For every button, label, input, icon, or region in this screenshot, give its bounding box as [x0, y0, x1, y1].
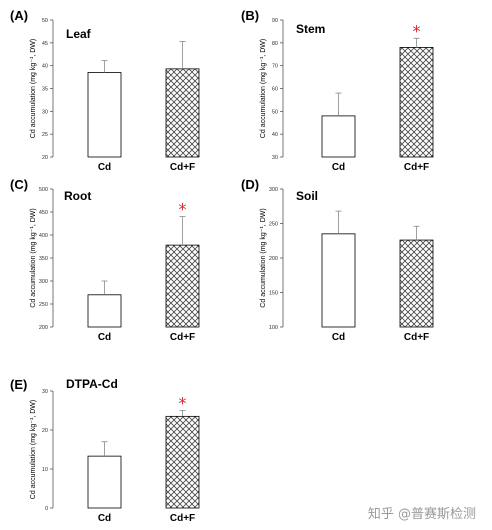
- y-tick-label: 200: [39, 325, 48, 331]
- y-tick-label: 50: [42, 18, 48, 24]
- significance-asterisk: *: [413, 21, 421, 40]
- panel-label: (C): [10, 177, 28, 192]
- y-tick-label: 30: [42, 109, 48, 115]
- bar-cd-plus-f: [165, 68, 200, 158]
- x-category-label: Cd: [98, 513, 111, 524]
- y-tick-label: 35: [42, 87, 48, 93]
- bar-cd: [321, 233, 356, 328]
- significance-asterisk: *: [179, 394, 187, 413]
- panel-title: DTPA-Cd: [66, 377, 118, 391]
- bar-cd-plus-f: [399, 239, 434, 328]
- y-tick-label: 400: [39, 233, 48, 239]
- significance-asterisk: *: [179, 200, 187, 219]
- y-tick-label: 150: [269, 291, 278, 297]
- y-tick-label: 70: [272, 64, 278, 70]
- x-category-label: Cd+F: [404, 162, 429, 173]
- y-tick-label: 80: [272, 41, 278, 47]
- y-tick-label: 500: [39, 187, 48, 193]
- bar-cd: [321, 115, 356, 158]
- x-category-label: Cd: [332, 332, 345, 343]
- y-tick-label: 20: [42, 428, 48, 434]
- x-category-label: Cd+F: [170, 513, 195, 524]
- y-axis-title: Cd accumulation (mg kg⁻¹, DW): [260, 39, 267, 138]
- y-tick-label: 30: [42, 389, 48, 395]
- bar-cd-plus-f: [165, 244, 200, 328]
- y-tick-label: 300: [39, 279, 48, 285]
- chart-panel-5: (E) DTPA-Cd 0 10 20 30 Cd accumulation (mg kg⁻…: [10, 377, 200, 524]
- y-axis-title: Cd accumulation (mg kg⁻¹, DW): [260, 208, 267, 307]
- y-axis-title: Cd accumulation (mg kg⁻¹, DW): [30, 208, 37, 307]
- x-category-label: Cd: [98, 332, 111, 343]
- y-tick-label: 40: [42, 64, 48, 70]
- y-tick-label: 40: [272, 132, 278, 138]
- y-tick-label: 450: [39, 210, 48, 216]
- watermark-text: 知乎 @普赛斯检测: [367, 507, 476, 522]
- panel-title: Stem: [296, 22, 325, 36]
- y-tick-label: 10: [42, 467, 48, 473]
- y-tick-label: 100: [269, 325, 278, 331]
- bar-cd: [87, 455, 122, 509]
- y-tick-label: 25: [42, 132, 48, 138]
- x-category-label: Cd+F: [170, 332, 195, 343]
- x-category-label: Cd: [332, 162, 345, 173]
- panel-title: Leaf: [66, 27, 92, 41]
- y-tick-label: 60: [272, 87, 278, 93]
- panel-title: Soil: [296, 189, 318, 203]
- bar-cd: [87, 72, 122, 158]
- y-tick-label: 250: [39, 302, 48, 308]
- y-axis-title: Cd accumulation (mg kg⁻¹, DW): [30, 400, 37, 499]
- y-tick-label: 0: [45, 506, 48, 512]
- chart-panel-1: (A) Leaf 20 25 30 35 40 45 50 Cd accumulation (mg…: [10, 8, 200, 173]
- y-tick-label: 50: [272, 109, 278, 115]
- y-tick-label: 200: [269, 256, 278, 262]
- bar-cd-plus-f: [165, 415, 200, 509]
- y-axis-title: Cd accumulation (mg kg⁻¹, DW): [30, 39, 37, 138]
- panel-label: (B): [241, 8, 259, 23]
- y-tick-label: 300: [269, 187, 278, 193]
- panel-label: (D): [241, 177, 259, 192]
- chart-panel-4: (D) Soil 100 150 200 250 300 Cd accumulation (m…: [241, 177, 434, 343]
- y-tick-label: 250: [269, 222, 278, 228]
- y-tick-label: 350: [39, 256, 48, 262]
- panel-label: (E): [10, 377, 27, 392]
- y-tick-label: 45: [42, 41, 48, 47]
- y-tick-label: 90: [272, 18, 278, 24]
- chart-panel-3: (C) Root 200 250 300 350 400 450 500 Cd accumulat…: [10, 177, 200, 343]
- x-category-label: Cd+F: [170, 162, 195, 173]
- panel-title: Root: [64, 189, 91, 203]
- chart-panel-2: (B) Stem 30 40 50 60 70 80 90 Cd accumulation (mg…: [241, 8, 434, 173]
- bar-cd-plus-f: [399, 47, 434, 158]
- y-tick-label: 20: [42, 155, 48, 161]
- y-tick-label: 30: [272, 155, 278, 161]
- x-category-label: Cd: [98, 162, 111, 173]
- panel-label: (A): [10, 8, 28, 23]
- bar-cd: [87, 294, 122, 328]
- x-category-label: Cd+F: [404, 332, 429, 343]
